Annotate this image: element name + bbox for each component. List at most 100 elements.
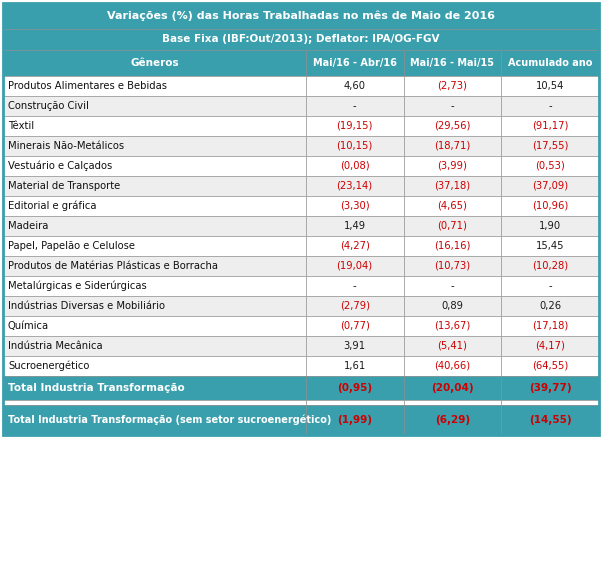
Bar [403,376,501,400]
Bar [3,50,306,76]
Text: 1,90: 1,90 [539,221,561,231]
Bar [306,356,403,376]
Text: (0,08): (0,08) [340,161,370,171]
Bar [306,96,403,116]
Text: (40,66): (40,66) [434,361,470,371]
Bar [403,256,501,276]
Text: -: - [548,101,552,111]
Bar [501,96,599,116]
Text: (0,77): (0,77) [340,321,370,331]
Bar [306,400,403,405]
Text: (10,15): (10,15) [337,141,373,151]
Text: (29,56): (29,56) [434,121,471,131]
Text: Editorial e gráfica: Editorial e gráfica [8,201,96,211]
Bar [3,176,306,196]
Text: (1,99): (1,99) [337,415,372,425]
Bar [501,76,599,96]
Text: 0,26: 0,26 [539,301,561,311]
Text: 15,45: 15,45 [536,241,565,251]
Bar [306,156,403,176]
Text: (13,67): (13,67) [434,321,471,331]
Text: (17,18): (17,18) [532,321,568,331]
Bar [306,336,403,356]
Text: (2,79): (2,79) [340,301,370,311]
Text: Mai/16 - Abr/16: Mai/16 - Abr/16 [312,58,397,68]
Text: (10,73): (10,73) [434,261,470,271]
Text: -: - [450,281,454,291]
Bar [3,96,306,116]
Bar [501,236,599,256]
Text: -: - [450,101,454,111]
Bar [403,336,501,356]
Bar [501,296,599,316]
Text: -: - [548,281,552,291]
Text: Papel, Papelão e Celulose: Papel, Papelão e Celulose [8,241,135,251]
Bar [3,216,306,236]
Text: (91,17): (91,17) [532,121,568,131]
Text: 10,54: 10,54 [536,81,564,91]
Text: (3,30): (3,30) [340,201,370,211]
Text: Produtos de Matérias Plásticas e Borracha: Produtos de Matérias Plásticas e Borrach… [8,261,218,271]
Bar [403,400,501,405]
Bar [306,116,403,136]
Bar [3,29,599,50]
Bar [306,216,403,236]
Text: Produtos Alimentares e Bebidas: Produtos Alimentares e Bebidas [8,81,167,91]
Text: Indústrias Diversas e Mobiliário: Indústrias Diversas e Mobiliário [8,301,165,311]
Bar [306,256,403,276]
Bar [3,256,306,276]
Bar [3,156,306,176]
Bar [3,116,306,136]
Bar [3,336,306,356]
Bar [501,316,599,336]
Bar [306,316,403,336]
Bar [501,336,599,356]
Bar [3,76,306,96]
Bar [3,376,306,400]
Bar [403,316,501,336]
Bar [306,176,403,196]
Bar [403,356,501,376]
Bar [306,236,403,256]
Bar [501,176,599,196]
Bar [3,356,306,376]
Text: (39,77): (39,77) [529,383,571,393]
Bar [501,356,599,376]
Text: -: - [353,101,356,111]
Bar [403,176,501,196]
Bar [306,76,403,96]
Text: Madeira: Madeira [8,221,48,231]
Bar [403,116,501,136]
Bar [306,376,403,400]
Bar [3,316,306,336]
Text: (4,27): (4,27) [340,241,370,251]
Bar [306,296,403,316]
Bar [501,136,599,156]
Text: Construção Civil: Construção Civil [8,101,89,111]
Bar [403,296,501,316]
Text: (23,14): (23,14) [337,181,373,191]
Text: (20,04): (20,04) [431,383,474,393]
Text: Total Industria Transformação (sem setor sucroenergético): Total Industria Transformação (sem setor… [8,415,331,425]
Text: (19,15): (19,15) [337,121,373,131]
Bar [3,296,306,316]
Text: (16,16): (16,16) [434,241,471,251]
Text: 3,91: 3,91 [344,341,365,351]
Bar [306,276,403,296]
Bar [3,3,599,435]
Text: Base Fixa (IBF:Out/2013); Deflator: IPA/OG-FGV: Base Fixa (IBF:Out/2013); Deflator: IPA/… [163,35,439,44]
Text: Minerais Não-Metálicos: Minerais Não-Metálicos [8,141,124,151]
Bar [501,400,599,405]
Bar [403,76,501,96]
Text: (10,96): (10,96) [532,201,568,211]
Bar [3,236,306,256]
Text: (14,55): (14,55) [529,415,571,425]
Text: (0,71): (0,71) [438,221,467,231]
Text: Variações (%) das Horas Trabalhadas no mês de Maio de 2016: Variações (%) das Horas Trabalhadas no m… [107,11,495,21]
Text: (18,71): (18,71) [434,141,471,151]
Text: (6,29): (6,29) [435,415,470,425]
Bar [403,405,501,435]
Text: 0,89: 0,89 [441,301,464,311]
Bar [403,276,501,296]
Bar [501,216,599,236]
